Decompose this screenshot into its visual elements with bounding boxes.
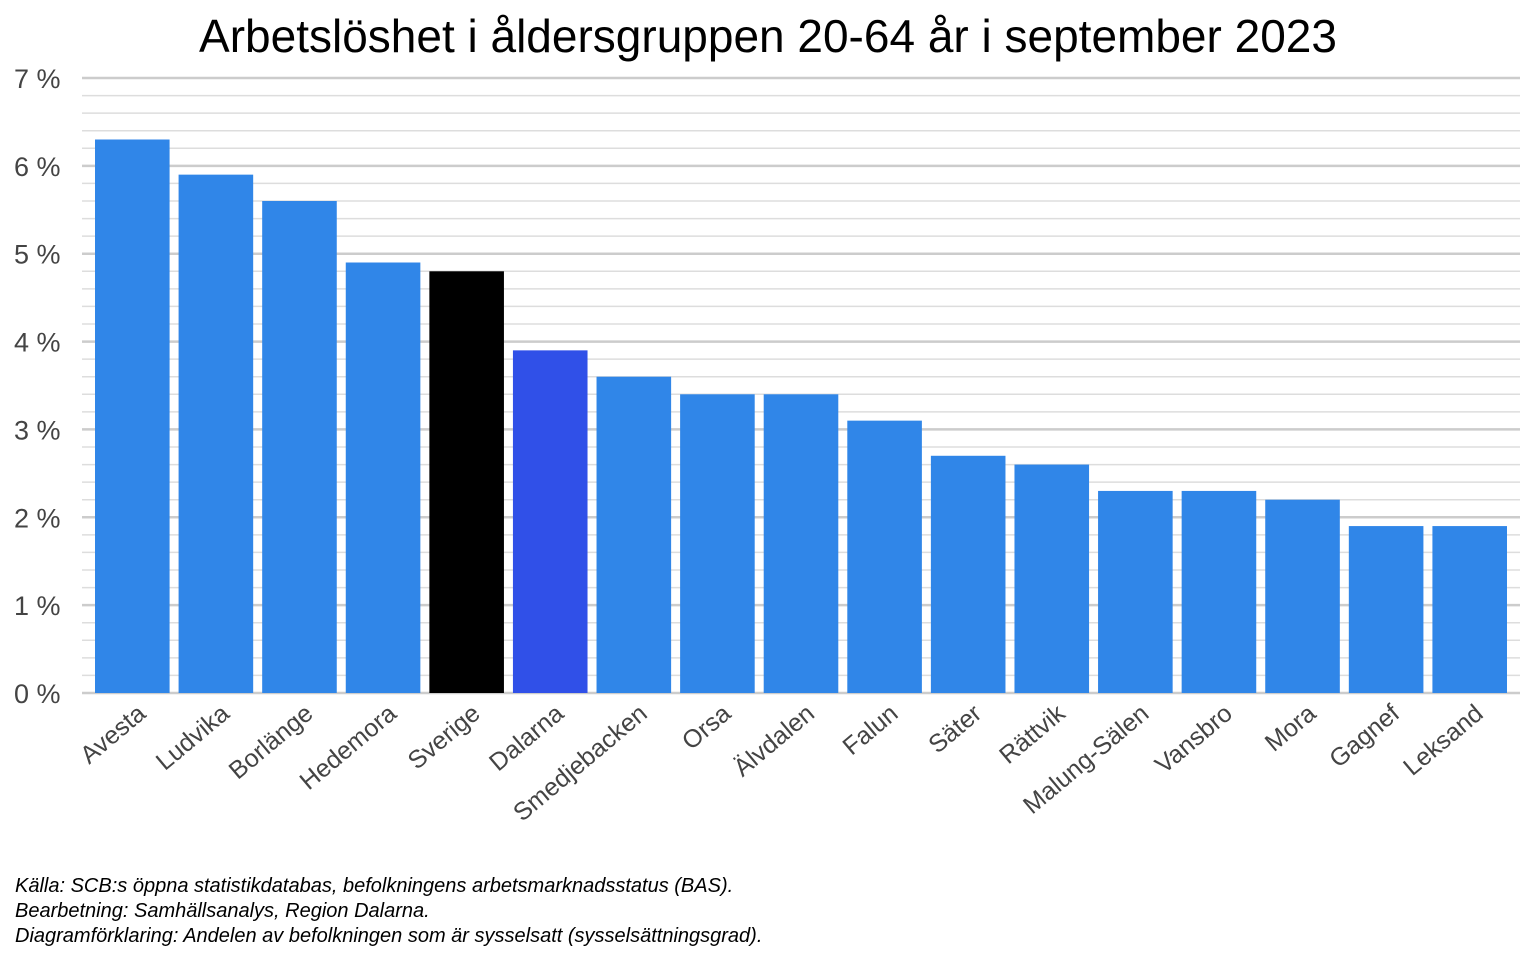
bar-sverige [429, 271, 504, 693]
x-tick-label: Mora [1260, 699, 1322, 757]
bar-vansbro [1181, 490, 1257, 693]
bar-älvdalen [763, 394, 839, 693]
bar-orsa [680, 394, 755, 693]
bar-avesta [95, 139, 170, 693]
x-tick-label: Säter [923, 699, 987, 759]
chart-title: Arbetslöshet i åldersgruppen 20-64 år i … [199, 10, 1337, 62]
x-tick-label: Gagnef [1324, 699, 1405, 773]
x-tick-label: Leksand [1398, 699, 1488, 781]
y-tick-label: 4 % [14, 328, 61, 358]
bar-malung-sälen [1098, 490, 1173, 693]
y-tick-label: 5 % [14, 240, 61, 270]
x-tick-label: Sverige [403, 699, 486, 775]
bar-rättvik [1014, 464, 1090, 693]
x-tick-label: Avesta [75, 699, 151, 769]
bar-smedjebacken [596, 376, 672, 693]
y-tick-label: 3 % [14, 415, 61, 445]
x-tick-label: Vansbro [1150, 699, 1238, 779]
y-tick-label: 0 % [14, 679, 61, 709]
y-tick-label: 6 % [14, 152, 61, 182]
x-tick-label: Falun [838, 699, 904, 761]
processing-note: Bearbetning: Samhällsanalys, Region Dala… [15, 900, 430, 922]
bar-ludvika [178, 174, 254, 694]
bar-hedemora [345, 262, 421, 693]
bars [95, 139, 1507, 694]
bar-chart: Arbetslöshet i åldersgruppen 20-64 år i … [14, 10, 1520, 827]
explanation-note: Diagramförklaring: Andelen av befolkning… [15, 925, 763, 947]
source-note: Källa: SCB:s öppna statistikdatabas, bef… [15, 875, 734, 897]
bar-borlänge [262, 201, 337, 693]
x-tick-label: Ludvika [151, 699, 235, 776]
bar-dalarna [512, 350, 588, 693]
bar-gagnef [1348, 526, 1424, 693]
bar-säter [930, 455, 1006, 693]
x-tick-label: Älvdalen [728, 699, 819, 782]
bar-mora [1265, 499, 1340, 693]
bar-leksand [1432, 526, 1507, 693]
y-axis-ticks: 0 % 1 % 2 % 3 % 4 % 5 % 6 % 7 % [14, 64, 61, 709]
x-tick-label: Rättvik [994, 699, 1071, 770]
chart-notes: Källa: SCB:s öppna statistikdatabas, bef… [15, 874, 762, 949]
y-tick-label: 1 % [14, 591, 61, 621]
bar-falun [847, 420, 922, 693]
y-tick-label: 7 % [14, 64, 61, 94]
x-tick-label: Orsa [677, 699, 737, 755]
y-tick-label: 2 % [14, 503, 61, 533]
